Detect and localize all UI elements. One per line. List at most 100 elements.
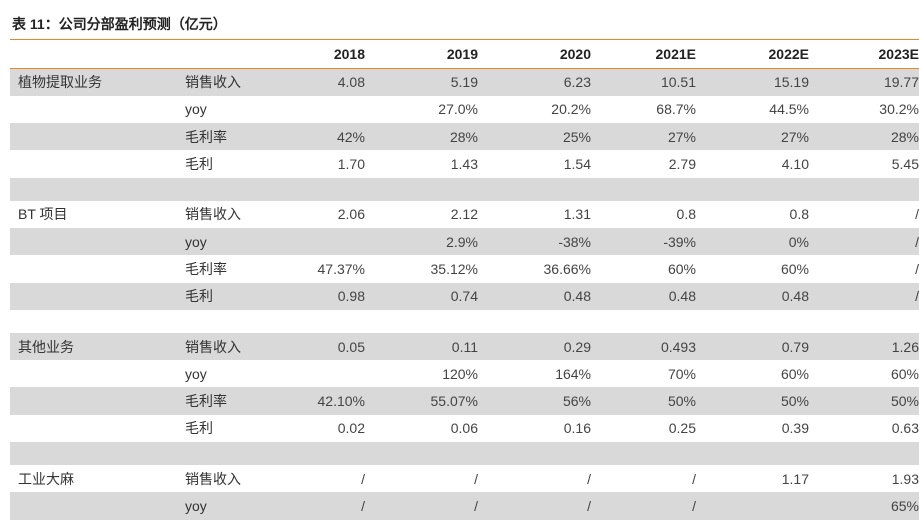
table-row: yoy / / //65% <box>10 492 919 520</box>
value-cell <box>279 227 365 256</box>
title-rule <box>10 39 919 40</box>
table-row: yoy 2.9% -38% -39% 0% / <box>10 227 919 256</box>
segment-cell <box>10 123 165 151</box>
table-row: BT 项目 销售收入 2.06 2.12 1.31 0.8 0.8 / <box>10 201 919 228</box>
value-cell: 6.23 <box>478 68 591 96</box>
value-cell: / <box>478 492 591 520</box>
spacer-row <box>10 177 919 201</box>
value-cell: 0.06 <box>450 420 478 437</box>
segment-cell: 植物提取业务 <box>10 68 165 96</box>
segment-cell: 其他业务 <box>10 332 165 361</box>
value-cell: / <box>809 282 919 310</box>
metric-cell: yoy <box>165 492 279 520</box>
value-cell: 0.48 <box>696 282 809 310</box>
value-cell: 60% <box>780 365 809 382</box>
value-cell: -38% <box>478 227 591 256</box>
header-row: 2018 2019 2020 2021E 2022E 2023E <box>10 40 919 69</box>
value-cell: 27.0% <box>438 101 478 118</box>
spacer-cell <box>809 177 919 201</box>
segment-cell <box>10 360 165 387</box>
value-cell: 0.11 <box>365 332 478 361</box>
spacer-cell <box>165 310 279 333</box>
segment-cell <box>10 227 165 256</box>
value-cell: 47.37% <box>317 260 365 277</box>
value-cell: 28% <box>809 123 919 151</box>
metric-cell: 毛利率 <box>165 123 279 151</box>
metric-cell: 毛利 <box>165 282 279 310</box>
value-cell: 0.493 <box>591 332 696 361</box>
spacer-cell <box>591 177 696 201</box>
segment-cell <box>10 492 165 520</box>
value-cell: 36.66% <box>543 260 591 277</box>
value-cell: 2.06 <box>337 206 365 223</box>
value-cell: 68.7% <box>656 101 696 118</box>
value-cell: 15.19 <box>696 68 809 96</box>
table-row: 毛利 0.02 0.06 0.16 0.25 0.39 0.63 <box>10 415 919 442</box>
metric-cell: 销售收入 <box>185 470 241 487</box>
segment-cell <box>10 415 165 442</box>
spacer-cell <box>591 442 696 466</box>
header-cell: 2022E <box>696 40 809 69</box>
value-cell: 1.31 <box>563 206 591 223</box>
spacer-cell <box>365 442 478 466</box>
metric-cell: yoy <box>185 365 207 382</box>
value-cell: 0.16 <box>563 420 591 437</box>
value-cell: 0.39 <box>781 420 809 437</box>
segment-cell <box>10 255 165 282</box>
value-cell: 120% <box>442 365 478 382</box>
table-row: 毛利率 42.10% 55.07% 56% 50% 50% 50% <box>10 387 919 415</box>
value-cell: 0% <box>696 227 809 256</box>
spacer-cell <box>478 177 591 201</box>
metric-cell: 毛利 <box>185 420 213 437</box>
spacer-row <box>10 310 919 333</box>
spacer-cell <box>10 310 165 333</box>
value-cell <box>279 360 365 387</box>
table-row: 其他业务 销售收入 0.05 0.11 0.29 0.493 0.79 1.26 <box>10 332 919 361</box>
value-cell: 5.19 <box>365 68 478 96</box>
spacer-cell <box>165 177 279 201</box>
spacer-cell <box>10 177 165 201</box>
value-cell: 1.93 <box>891 470 919 487</box>
value-cell: -39% <box>591 227 696 256</box>
value-cell: 2.12 <box>450 206 478 223</box>
value-cell: 10.51 <box>591 68 696 96</box>
spacer-cell <box>696 177 809 201</box>
value-cell: 19.77 <box>809 68 919 96</box>
table-row: 毛利 0.98 0.74 0.48 0.48 0.48/ <box>10 282 919 310</box>
value-cell: 0.48 <box>478 282 591 310</box>
table-row: 毛利 1.70 1.43 1.54 2.79 4.10 5.45 <box>10 150 919 177</box>
spacer-cell <box>279 177 365 201</box>
table-row: 植物提取业务 销售收入 4.08 5.19 6.23 10.51 15.19 19.77 <box>10 68 919 96</box>
value-cell: / <box>915 206 919 223</box>
spacer-cell <box>478 442 591 466</box>
table-row: 毛利率 42% 28% 25% 27% 27% 28% <box>10 123 919 151</box>
profit-forecast-table: 2018 2019 2020 2021E 2022E 2023E 植物提取业务销… <box>10 40 919 520</box>
spacer-cell <box>365 310 478 333</box>
table-row: 工业大麻 销售收入 / / / / 1.17 1.93 <box>10 465 919 492</box>
value-cell: / <box>591 492 696 520</box>
value-cell: 0.25 <box>668 420 696 437</box>
value-cell: / <box>365 492 478 520</box>
metric-cell: yoy <box>165 227 279 256</box>
value-cell: 0.05 <box>279 332 365 361</box>
value-cell: 50% <box>696 387 809 415</box>
table-title: 表 11：公司分部盈利预测（亿元） <box>12 16 227 32</box>
spacer-cell <box>809 442 919 466</box>
value-cell: 30.2% <box>879 101 919 118</box>
segment-cell: BT 项目 <box>18 206 68 223</box>
spacer-cell <box>591 310 696 333</box>
value-cell: 0.02 <box>337 420 365 437</box>
value-cell: 25% <box>478 123 591 151</box>
value-cell: 2.79 <box>668 156 696 173</box>
header-cell <box>165 40 279 69</box>
spacer-cell <box>478 310 591 333</box>
value-cell: / <box>692 470 696 487</box>
value-cell <box>696 492 809 520</box>
value-cell: 4.08 <box>279 68 365 96</box>
value-cell: 0.79 <box>696 332 809 361</box>
value-cell: 5.45 <box>891 156 919 173</box>
value-cell: 1.26 <box>809 332 919 361</box>
metric-cell: yoy <box>185 101 207 118</box>
spacer-cell <box>809 310 919 333</box>
value-cell: 0.48 <box>591 282 696 310</box>
